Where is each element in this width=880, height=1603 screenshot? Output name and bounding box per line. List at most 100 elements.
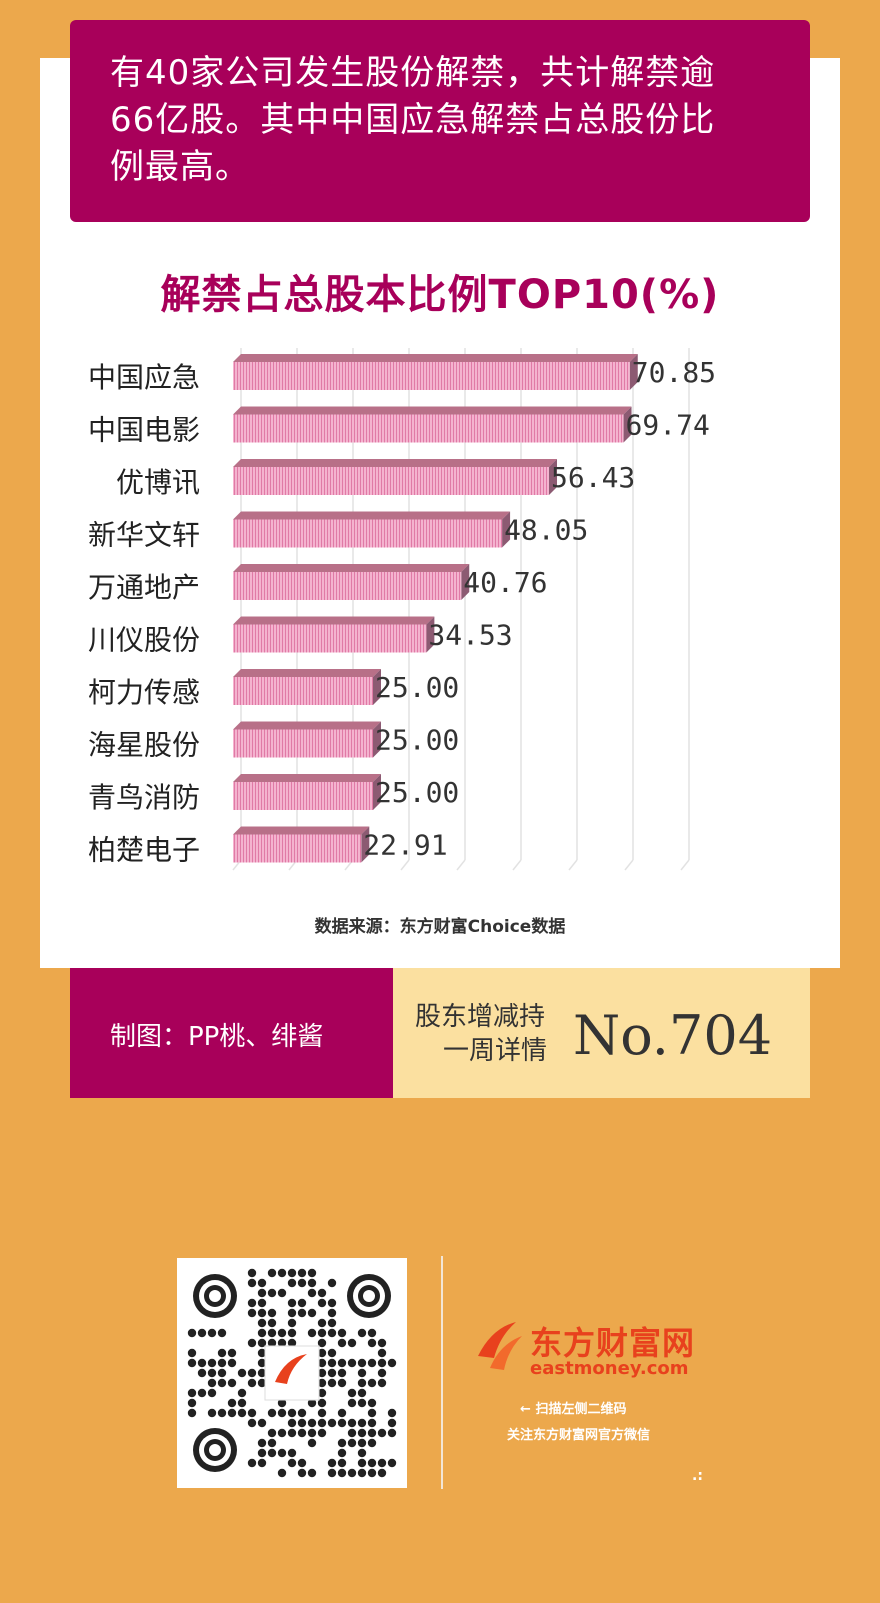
gridline-floor xyxy=(680,859,690,871)
category-label: 川仪股份 xyxy=(88,624,200,657)
qr-module xyxy=(387,1418,397,1428)
qr-module xyxy=(287,1458,297,1468)
qr-module xyxy=(187,1358,197,1368)
qr-module xyxy=(187,1348,197,1358)
bar-side xyxy=(623,406,632,443)
category-label: 新华文轩 xyxy=(88,519,200,552)
qr-module xyxy=(287,1338,297,1348)
brand-name-cn: 东方财富网 xyxy=(530,1324,696,1362)
qr-module xyxy=(327,1368,337,1378)
category-label: 柯力传感 xyxy=(88,676,200,709)
bar xyxy=(233,459,558,495)
qr-module xyxy=(377,1348,387,1358)
gridline-floor xyxy=(568,859,578,871)
bar xyxy=(233,406,632,443)
qr-module xyxy=(267,1328,277,1338)
bar-top xyxy=(233,721,381,730)
bar-side xyxy=(373,669,381,705)
qr-module xyxy=(217,1408,227,1418)
qr-module xyxy=(227,1378,237,1388)
brand-name-en: eastmoney.com xyxy=(530,1358,689,1379)
qr-module xyxy=(367,1468,377,1478)
qr-code[interactable] xyxy=(177,1258,407,1488)
category-label: 海星股份 xyxy=(88,729,200,762)
qr-module xyxy=(357,1418,367,1428)
follow-hint: 关注东方财富网官方微信 xyxy=(507,1428,651,1443)
qr-module xyxy=(247,1308,257,1318)
bar-top xyxy=(233,406,632,415)
qr-module xyxy=(337,1368,347,1378)
qr-module xyxy=(277,1398,287,1408)
qr-module xyxy=(227,1348,237,1358)
qr-module xyxy=(387,1428,397,1438)
qr-code-image xyxy=(187,1268,397,1478)
value-label: 34.53 xyxy=(428,619,512,652)
qr-module xyxy=(207,1358,217,1368)
qr-module xyxy=(357,1328,367,1338)
bar xyxy=(233,774,381,810)
bar-front xyxy=(233,624,427,653)
qr-module xyxy=(257,1458,267,1468)
qr-module xyxy=(277,1468,287,1478)
qr-module xyxy=(337,1358,347,1368)
qr-module xyxy=(357,1388,367,1398)
qr-module xyxy=(377,1378,387,1388)
qr-module xyxy=(287,1448,297,1458)
qr-module xyxy=(277,1448,287,1458)
gridline-floor xyxy=(456,859,466,871)
qr-module xyxy=(257,1418,267,1428)
bars xyxy=(233,354,638,863)
qr-module xyxy=(317,1368,327,1378)
qr-module xyxy=(327,1378,337,1388)
qr-center-logo xyxy=(264,1345,320,1401)
headline-line-3: 例最高。 xyxy=(110,147,250,187)
qr-module xyxy=(217,1368,227,1378)
qr-module xyxy=(267,1338,277,1348)
qr-module xyxy=(347,1468,357,1478)
qr-module xyxy=(327,1298,337,1308)
value-label: 22.91 xyxy=(363,829,447,862)
qr-module xyxy=(307,1308,317,1318)
qr-module xyxy=(337,1328,347,1338)
value-label: 25.00 xyxy=(375,671,459,704)
qr-module xyxy=(247,1268,257,1278)
qr-module xyxy=(317,1408,327,1418)
qr-module xyxy=(297,1418,307,1428)
qr-module xyxy=(267,1318,277,1328)
qr-finder xyxy=(209,1444,221,1456)
qr-module xyxy=(357,1458,367,1468)
credit-text: 制图：PP桃、绯酱 xyxy=(110,1022,324,1052)
qr-module xyxy=(327,1318,337,1328)
value-label: 69.74 xyxy=(626,409,710,442)
gridline-floor xyxy=(400,859,410,871)
qr-module xyxy=(317,1378,327,1388)
bar-top xyxy=(233,354,638,362)
bar-front xyxy=(233,467,550,495)
eastmoney-logo-icon xyxy=(478,1322,522,1370)
scan-hint: ← 扫描左侧二维码 xyxy=(520,1398,626,1417)
qr-module xyxy=(287,1328,297,1338)
qr-module xyxy=(277,1288,287,1298)
bar-front xyxy=(233,572,462,600)
data-source: 数据来源：东方财富Choice数据 xyxy=(314,917,566,937)
bar xyxy=(233,564,470,600)
qr-module xyxy=(237,1388,247,1398)
qr-module xyxy=(207,1368,217,1378)
qr-module xyxy=(257,1288,267,1298)
qr-module xyxy=(317,1348,327,1358)
bar-side xyxy=(373,721,381,758)
qr-module xyxy=(217,1358,227,1368)
bar xyxy=(233,721,381,758)
category-label: 青鸟消防 xyxy=(88,781,200,814)
qr-module xyxy=(297,1298,307,1308)
qr-module xyxy=(327,1358,337,1368)
qr-module xyxy=(317,1328,327,1338)
qr-module xyxy=(327,1308,337,1318)
qr-module xyxy=(347,1438,357,1448)
bar xyxy=(233,511,511,548)
qr-module xyxy=(247,1368,257,1378)
qr-module xyxy=(327,1328,337,1338)
qr-module xyxy=(347,1358,357,1368)
qr-module xyxy=(247,1418,257,1428)
qr-module xyxy=(307,1398,317,1408)
